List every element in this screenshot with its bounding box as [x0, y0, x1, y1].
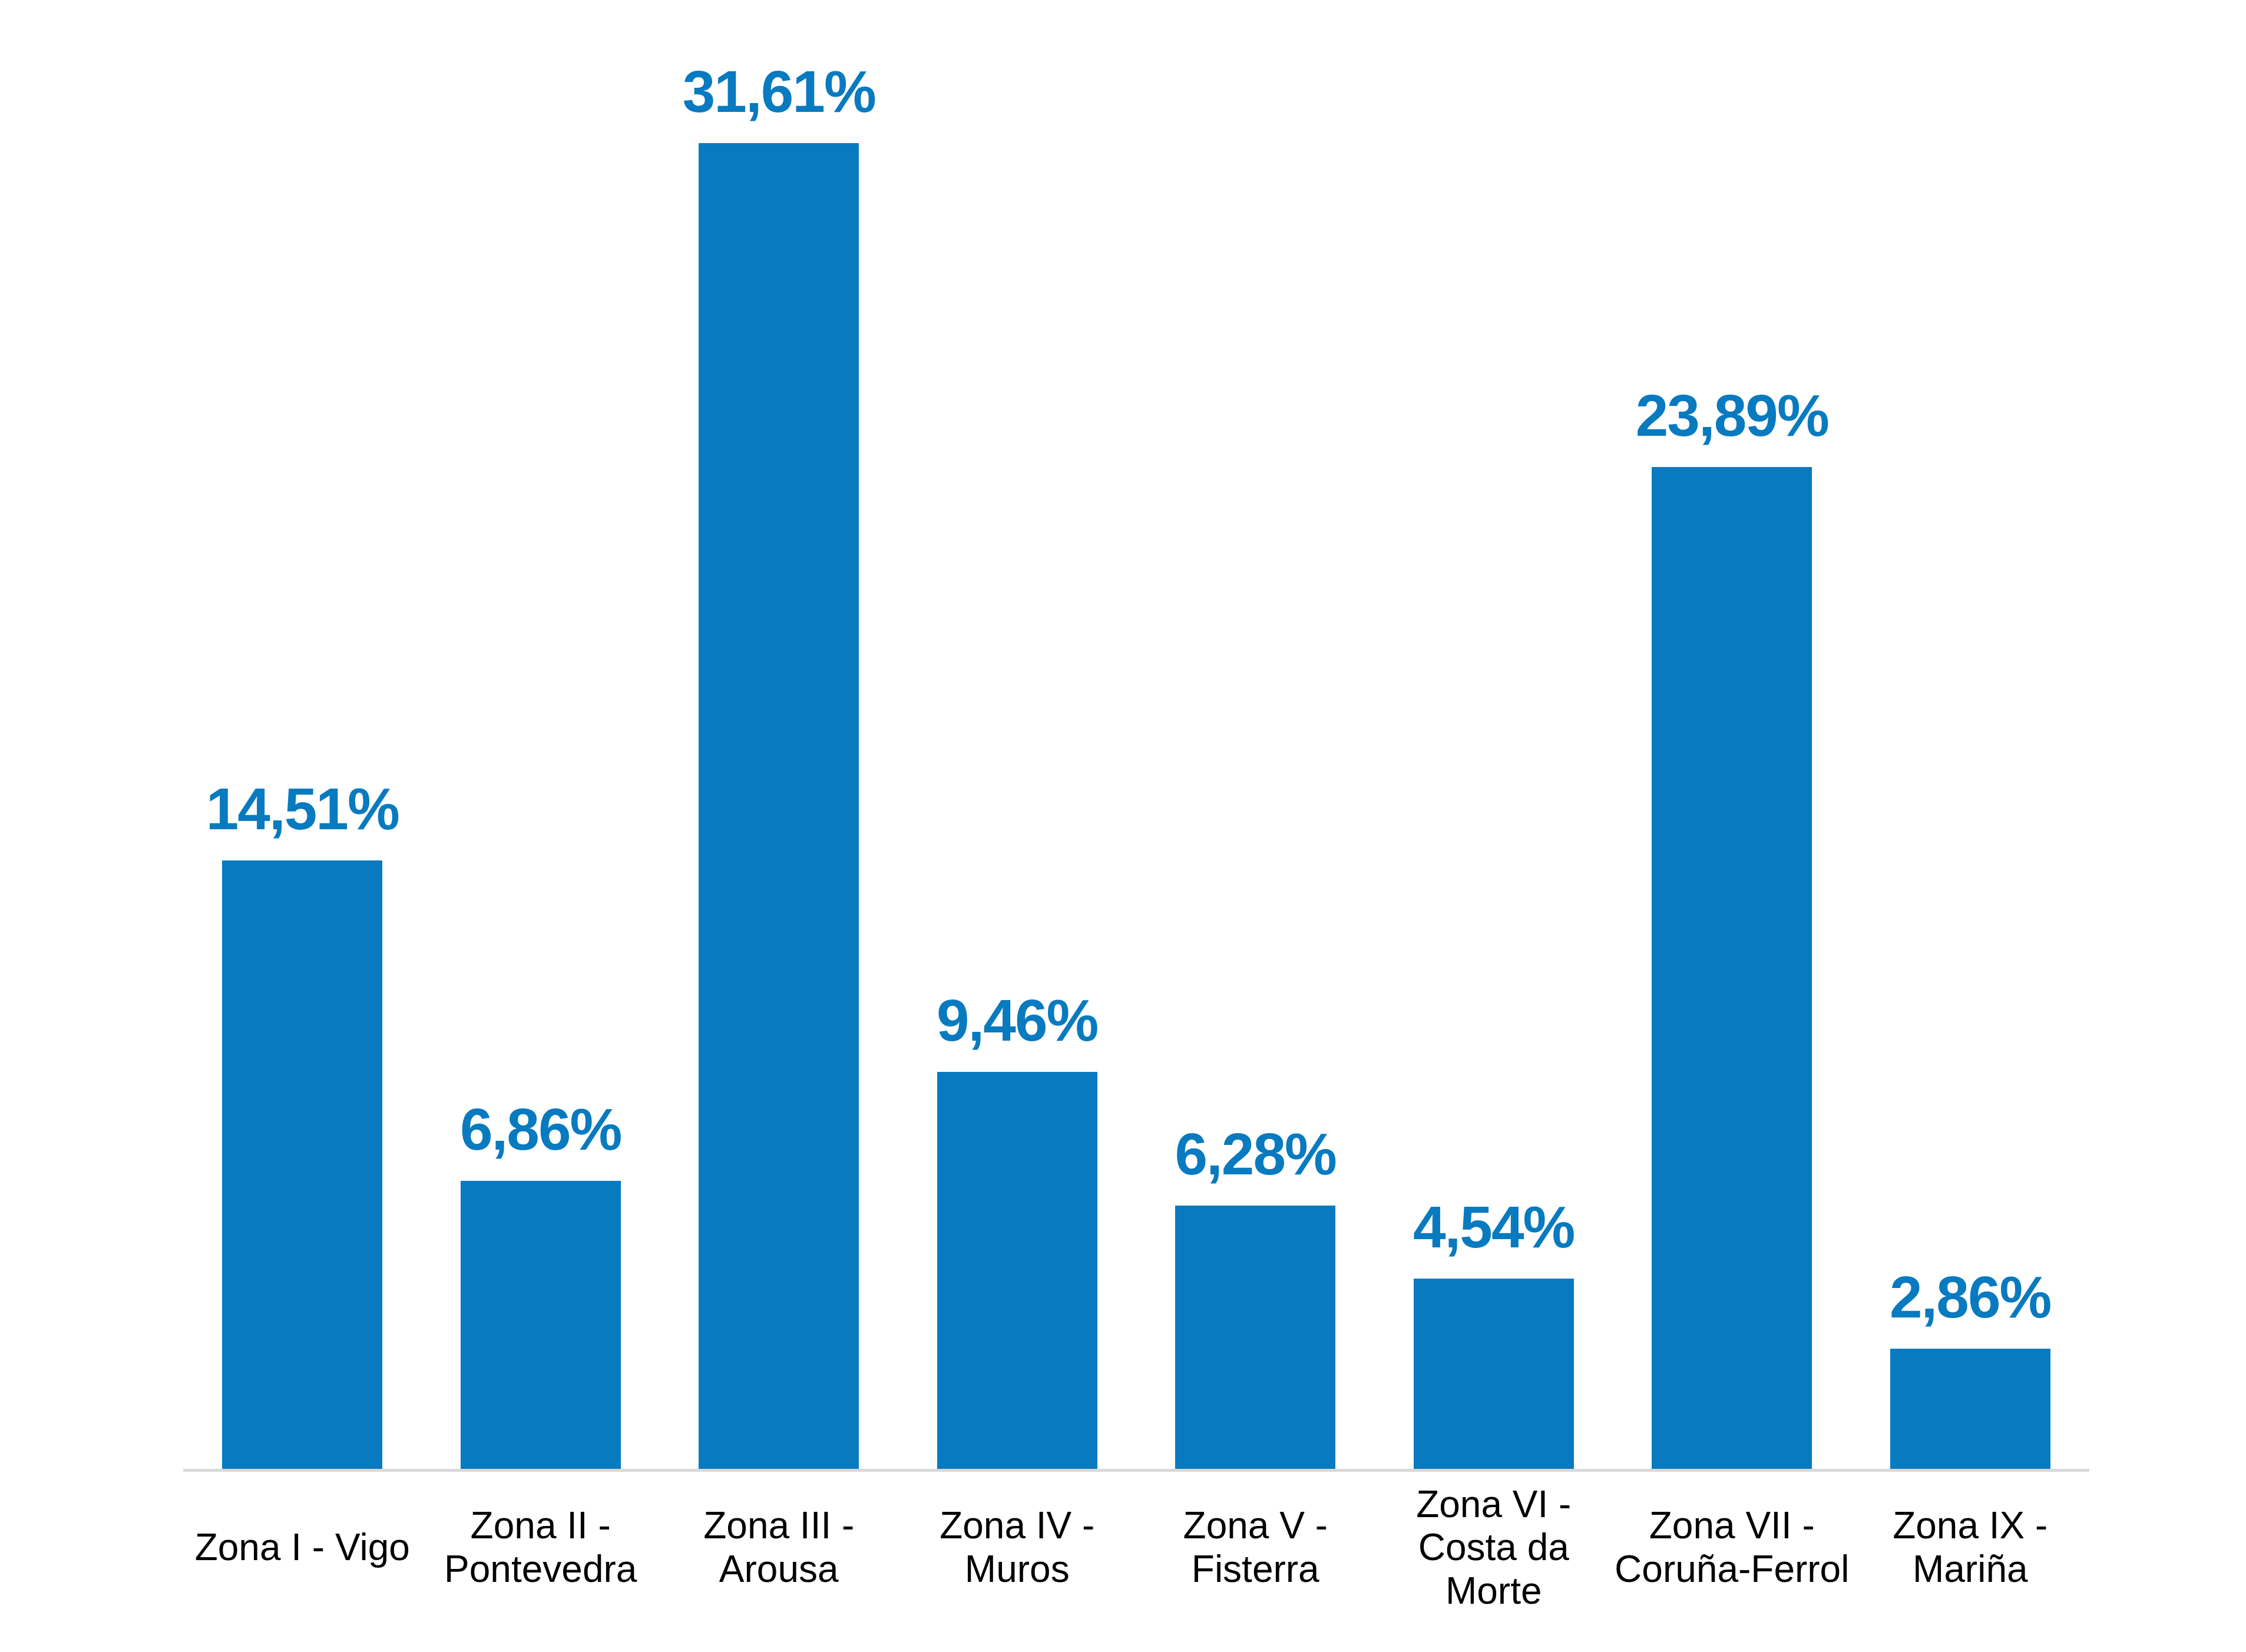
x-axis-label-5: Zona V - Fisterra — [1132, 1479, 1379, 1616]
bar-value-label: 14,51% — [206, 779, 399, 838]
bar-3 — [699, 143, 859, 1469]
bar-value-label: 9,46% — [937, 991, 1098, 1050]
x-axis-label-6: Zona VI - Costa da Morte — [1370, 1479, 1617, 1616]
bar-column-8: 2,86% — [1851, 1267, 2090, 1469]
bar-2 — [461, 1181, 621, 1469]
bar-column-7: 23,89% — [1613, 386, 1851, 1469]
bar-column-5: 6,28% — [1136, 1124, 1375, 1469]
bar-5 — [1175, 1206, 1335, 1469]
bar-column-1: 14,51% — [183, 779, 422, 1469]
bar-4 — [937, 1072, 1097, 1469]
bar-column-3: 31,61% — [660, 62, 898, 1469]
bar-value-label: 23,89% — [1636, 386, 1828, 445]
x-axis-label-2: Zona II - Pontevedra — [417, 1479, 664, 1616]
x-axis-label-8: Zona IX - Mariña — [1847, 1479, 2094, 1616]
x-axis-label-1: Zona I - Vigo — [178, 1479, 426, 1616]
bar-8 — [1890, 1349, 2050, 1469]
bar-1 — [222, 860, 382, 1469]
x-axis-line — [183, 1469, 2089, 1472]
x-axis-label-4: Zona IV - Muros — [894, 1479, 1141, 1616]
bar-column-6: 4,54% — [1375, 1197, 1613, 1469]
bar-chart: 14,51% Zona I - Vigo 6,86% Zona II - Pontev… — [0, 0, 2246, 1652]
bar-6 — [1414, 1279, 1574, 1469]
bar-value-label: 6,28% — [1175, 1124, 1336, 1183]
x-axis-label-7: Zona VII - Coruña-Ferrol — [1608, 1479, 1855, 1616]
bar-value-label: 4,54% — [1413, 1197, 1574, 1256]
bar-7 — [1652, 467, 1812, 1469]
x-axis-label-3: Zona III - Arousa — [655, 1479, 902, 1616]
bar-value-label: 31,61% — [683, 62, 875, 121]
bar-value-label: 6,86% — [460, 1100, 621, 1158]
bar-column-4: 9,46% — [898, 991, 1137, 1469]
bar-value-label: 2,86% — [1890, 1267, 2051, 1326]
bar-column-2: 6,86% — [422, 1100, 660, 1469]
